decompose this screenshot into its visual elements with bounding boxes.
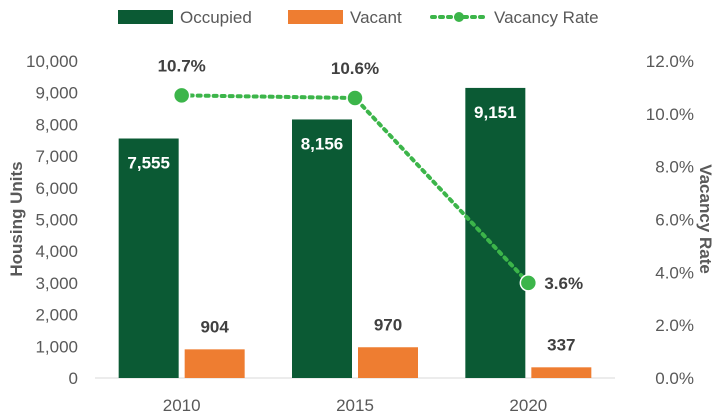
- y-tick-label: 0: [69, 369, 78, 388]
- y-tick-label: 2,000: [35, 306, 78, 325]
- legend-label-occupied: Occupied: [180, 8, 252, 27]
- legend-swatch-vacant: [288, 10, 343, 24]
- bar-occupied: [118, 138, 179, 378]
- data-label-occupied: 9,151: [474, 103, 517, 122]
- bar-vacant: [531, 367, 592, 378]
- y-tick-label: 5,000: [35, 211, 78, 230]
- data-label-vacant: 970: [374, 315, 402, 334]
- y-tick-label: 6,000: [35, 179, 78, 198]
- vacancy-rate-polyline: [179, 93, 531, 285]
- legend-label-vacancy-rate: Vacancy Rate: [494, 8, 599, 27]
- y2-axis-ticks: 0.0% 2.0% 4.0% 6.0% 8.0% 10.0% 12.0%: [646, 52, 694, 388]
- vacancy-rate-marker: [519, 274, 538, 292]
- y2-tick-label: 12.0%: [646, 52, 694, 71]
- bars: 7,555 904 8,156 970 9,151 337: [95, 87, 615, 379]
- bar-vacant: [184, 349, 245, 378]
- y-tick-label: 10,000: [26, 52, 78, 71]
- y-tick-label: 3,000: [35, 274, 78, 293]
- data-label-vacant: 337: [547, 335, 575, 354]
- data-label-occupied: 7,555: [127, 154, 170, 173]
- data-label-vacancy-rate: 10.6%: [331, 59, 379, 78]
- data-label-occupied: 8,156: [301, 134, 344, 153]
- x-tick-label: 2010: [163, 396, 201, 415]
- y-tick-label: 7,000: [35, 147, 78, 166]
- y2-tick-label: 6.0%: [655, 211, 694, 230]
- y-tick-label: 1,000: [35, 337, 78, 356]
- bar-vacant: [358, 347, 418, 378]
- y-axis-title: Housing Units: [7, 161, 26, 276]
- y-tick-label: 4,000: [35, 242, 78, 261]
- vacancy-rate-line: 10.7% 10.6% 3.6%: [158, 56, 584, 293]
- y2-tick-label: 2.0%: [655, 316, 694, 335]
- bar-occupied: [292, 119, 352, 378]
- x-axis-ticks: 2010 2015 2020: [163, 396, 547, 415]
- x-tick-label: 2015: [336, 396, 374, 415]
- y2-axis-title: Vacancy Rate: [696, 164, 715, 274]
- data-label-vacancy-rate: 3.6%: [544, 274, 583, 293]
- y-tick-label: 9,000: [35, 84, 78, 103]
- y-tick-label: 8,000: [35, 115, 78, 134]
- vacancy-rate-marker: [172, 86, 191, 105]
- x-tick-label: 2020: [509, 396, 547, 415]
- y2-tick-label: 4.0%: [655, 263, 694, 282]
- y-axis-ticks: 0 1,000 2,000 3,000 4,000 5,000 6,000 7,000 8,00…: [26, 52, 78, 388]
- bar-occupied: [465, 87, 526, 378]
- vacancy-rate-marker: [346, 89, 364, 107]
- legend-marker-vacancy-rate: [454, 12, 464, 22]
- legend: Occupied Vacant Vacancy Rate: [118, 8, 599, 27]
- y2-tick-label: 10.0%: [646, 105, 694, 124]
- y2-tick-label: 0.0%: [655, 369, 694, 388]
- y2-tick-label: 8.0%: [655, 158, 694, 177]
- legend-label-vacant: Vacant: [350, 8, 402, 27]
- legend-swatch-occupied: [118, 10, 173, 24]
- data-label-vacancy-rate: 10.7%: [158, 56, 206, 75]
- data-label-vacant: 904: [200, 317, 229, 336]
